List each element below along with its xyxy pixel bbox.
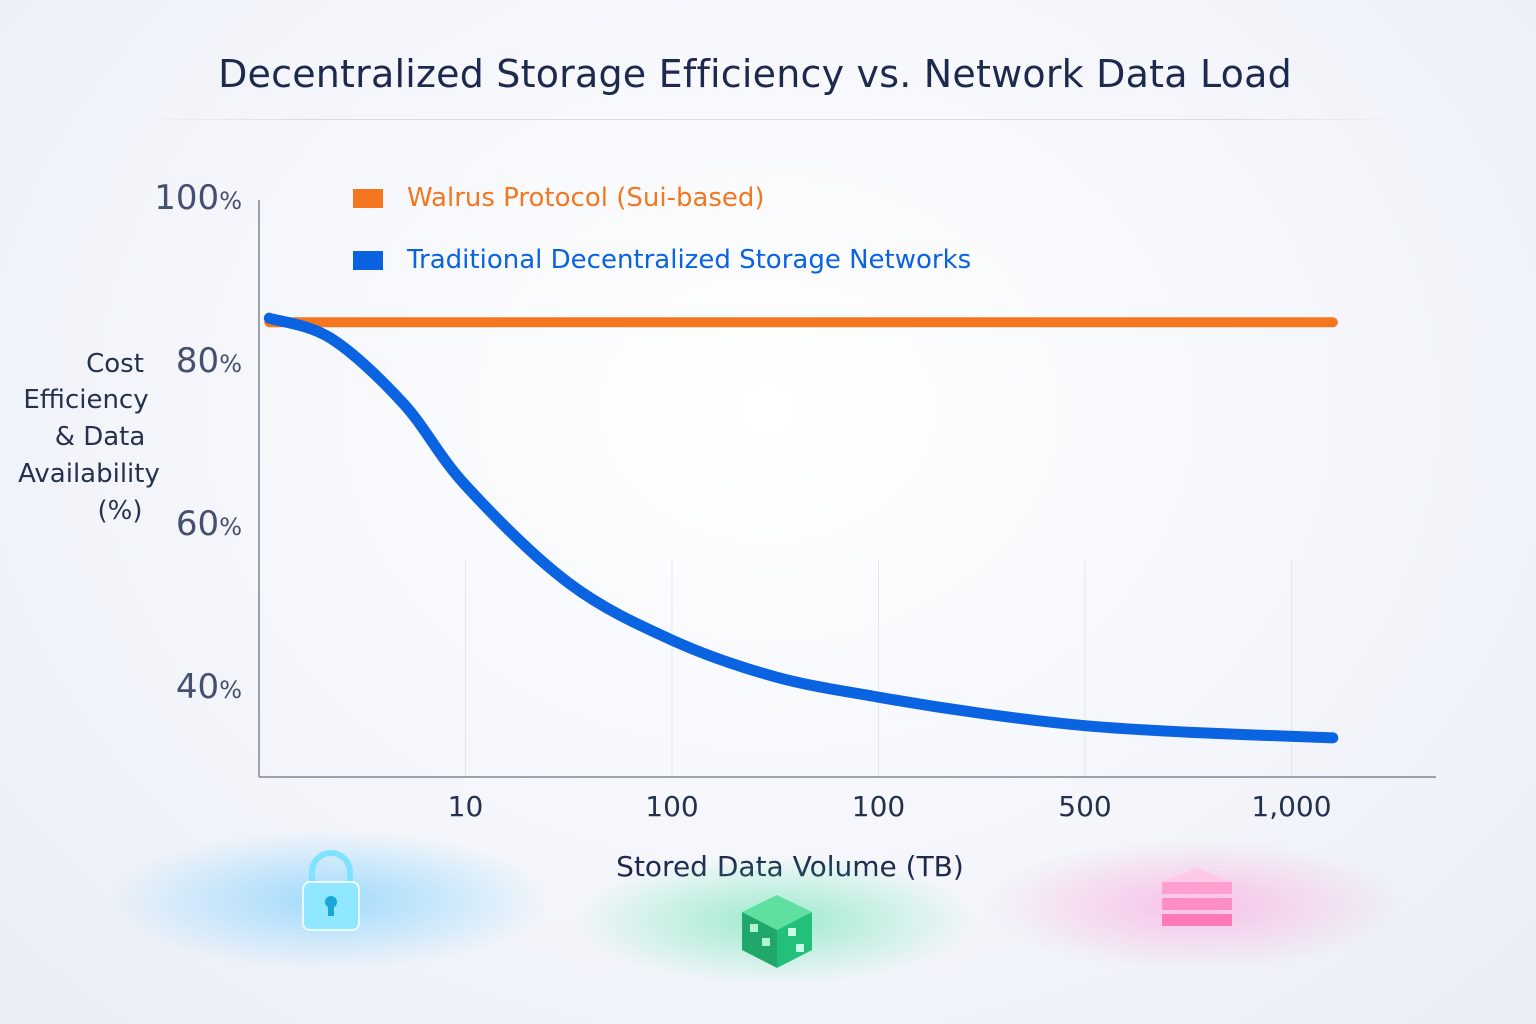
y-tick-number: 40: [175, 667, 220, 707]
y-tick-label: 60%: [176, 504, 242, 544]
legend-label-traditional: Traditional Decentralized Storage Networ…: [407, 245, 972, 275]
y-tick-unit: %: [219, 513, 242, 541]
chart-title: Decentralized Storage Efficiency vs. Net…: [218, 52, 1292, 96]
y-axis-title-line: Efficiency: [23, 385, 149, 415]
series-layer: [263, 312, 1339, 744]
legend-label-walrus: Walrus Protocol (Sui-based): [407, 183, 765, 213]
y-tick-label: 40%: [176, 667, 242, 707]
y-axis-title-line: (%): [97, 496, 143, 526]
grid-lines: [100, 199, 1500, 777]
y-tick-unit: %: [219, 350, 242, 378]
legend-item-walrus: Walrus Protocol (Sui-based): [353, 183, 765, 213]
stack-icon: [1162, 868, 1232, 926]
title-divider: [125, 119, 1415, 120]
y-tick-unit: %: [219, 187, 242, 215]
y-tick-number: 60: [175, 504, 220, 544]
y-tick-unit: %: [219, 676, 242, 704]
x-tick-label: 1,000: [1251, 790, 1332, 823]
network-decoration: [60, 830, 1480, 985]
x-tick-label: 100: [851, 790, 906, 823]
legend-swatch-walrus: [353, 188, 383, 208]
y-tick-number: 100: [154, 178, 220, 218]
x-tick-label: 10: [447, 790, 484, 823]
y-tick-label: 80%: [176, 341, 242, 381]
legend-swatch-traditional: [353, 250, 383, 270]
y-axis-title-line: & Data: [54, 422, 146, 452]
x-tick-label: 500: [1058, 790, 1112, 823]
lock-icon: [302, 850, 360, 931]
legend-item-traditional: Traditional Decentralized Storage Networ…: [353, 245, 971, 275]
y-axis-title-line: Availability: [18, 459, 160, 489]
y-tick-number: 80: [175, 341, 220, 381]
y-axis-title-line: Cost: [86, 349, 144, 379]
y-tick-label: 100%: [154, 178, 242, 218]
x-tick-label: 100: [645, 790, 699, 823]
cube-icon: [742, 895, 812, 968]
series-line-traditional: [263, 312, 1339, 744]
